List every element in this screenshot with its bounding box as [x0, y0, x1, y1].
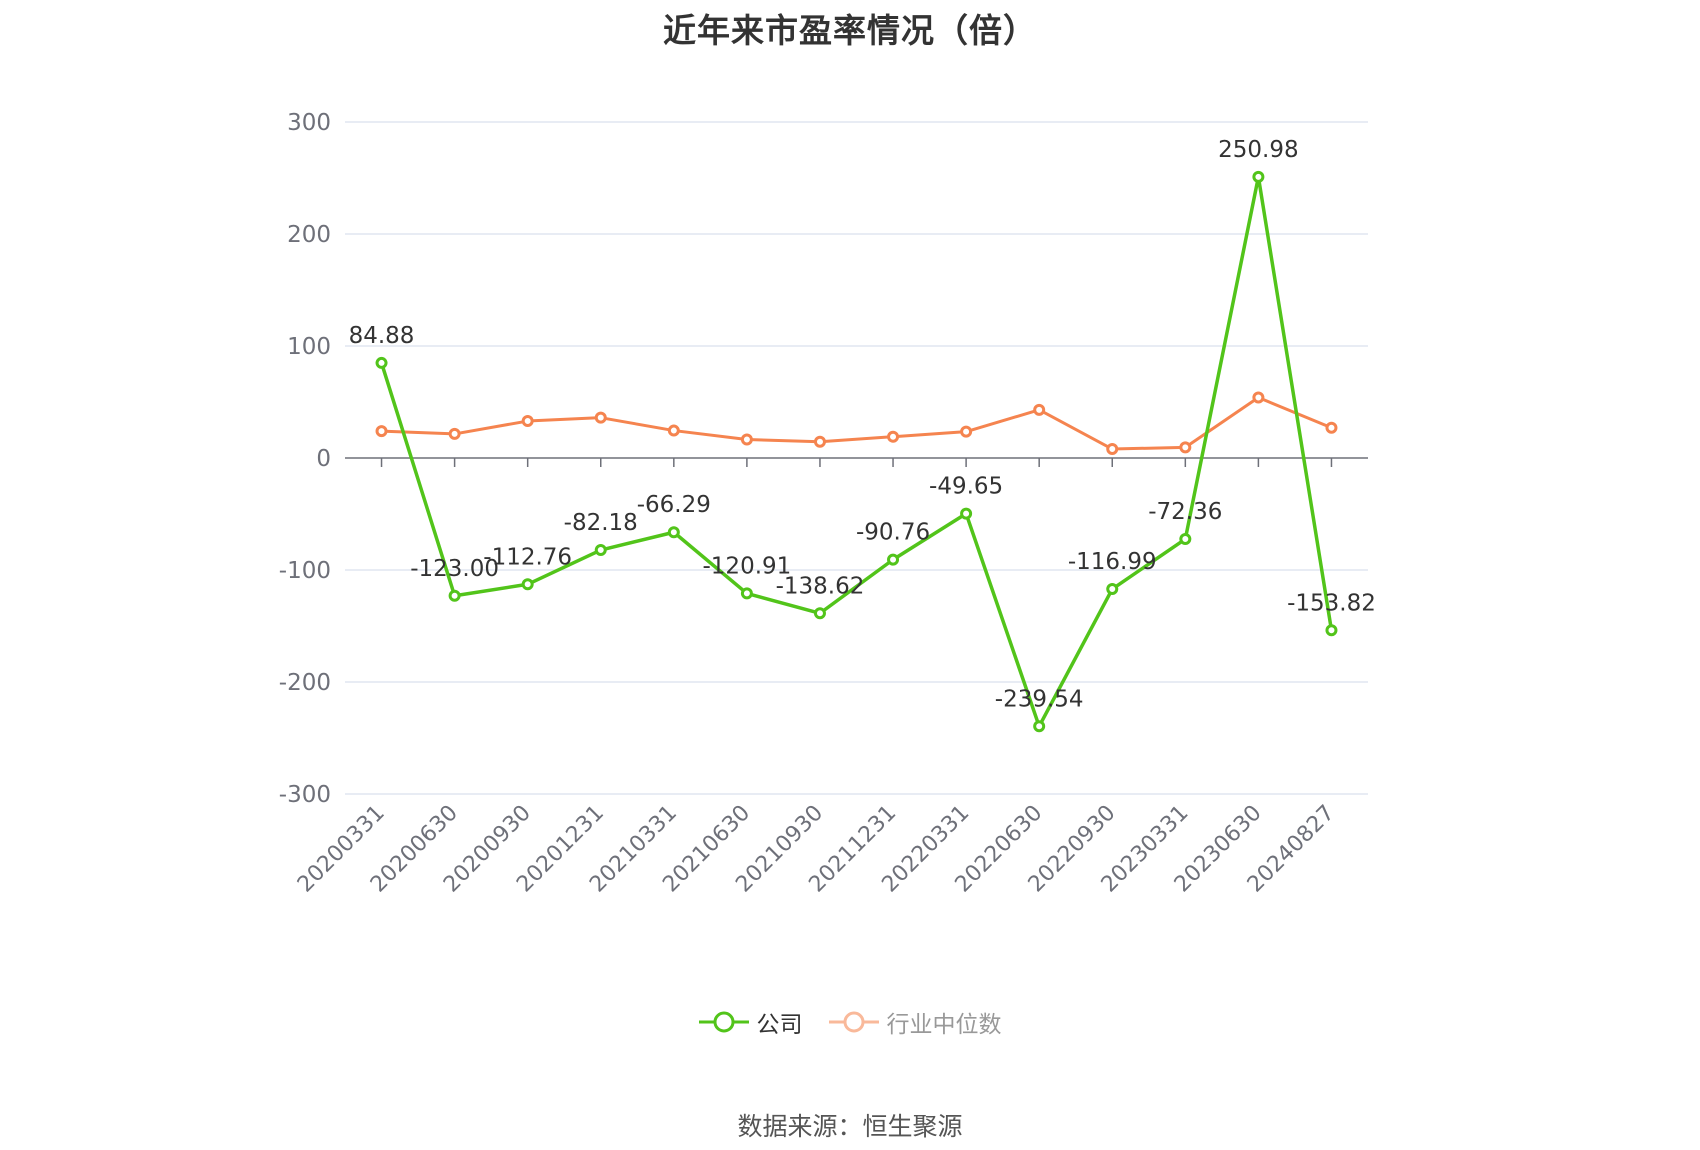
company-data-label: -82.18: [564, 510, 638, 536]
industry-median-data-point[interactable]: [960, 425, 973, 438]
y-tick-label: 0: [316, 446, 331, 472]
industry-median-data-point[interactable]: [1179, 441, 1192, 454]
company-data-point[interactable]: [1325, 624, 1338, 637]
legend-label-company: 公司: [756, 1012, 803, 1038]
industry-median-data-point[interactable]: [1106, 443, 1119, 456]
y-tick-label: -100: [279, 558, 331, 584]
source-note: 数据来源：恒生聚源: [737, 1112, 963, 1141]
company-data-label: -90.76: [856, 520, 930, 546]
company-data-point[interactable]: [1033, 720, 1046, 733]
y-tick-label: -300: [279, 782, 331, 808]
legend: 公司 行业中位数: [0, 1005, 1700, 1039]
legend-industry-icon: [828, 1011, 879, 1033]
industry-median-data-point[interactable]: [667, 424, 680, 437]
company-data-point[interactable]: [448, 589, 461, 602]
legend-item-industry-median[interactable]: 行业中位数: [828, 1005, 1002, 1039]
company-data-point[interactable]: [887, 553, 900, 566]
industry-median-data-point[interactable]: [887, 430, 900, 443]
company-data-label: -153.82: [1287, 590, 1376, 616]
legend-label-industry-median: 行业中位数: [886, 1012, 1002, 1038]
company-data-label: -66.29: [637, 492, 711, 518]
y-tick-label: 200: [287, 222, 331, 248]
company-data-point[interactable]: [521, 578, 534, 591]
company-series-line: [379, 175, 1334, 729]
industry-median-data-point[interactable]: [740, 433, 753, 446]
industry-median-data-point[interactable]: [594, 411, 607, 424]
company-data-label: 84.88: [349, 323, 415, 349]
industry-median-data-point[interactable]: [448, 427, 461, 440]
company-data-point[interactable]: [1106, 583, 1119, 596]
company-data-point[interactable]: [375, 356, 388, 369]
company-data-label: -49.65: [929, 474, 1003, 500]
company-data-point[interactable]: [594, 544, 607, 557]
industry-median-data-point[interactable]: [1033, 403, 1046, 416]
y-tick-label: 300: [287, 110, 331, 136]
company-data-label: -239.54: [995, 686, 1084, 712]
y-tick-label: 100: [287, 334, 331, 360]
series-lines: [375, 170, 1338, 733]
company-data-label: -138.62: [776, 573, 865, 599]
gridlines: [345, 121, 1368, 795]
company-data-point[interactable]: [667, 526, 680, 539]
company-data-point[interactable]: [813, 607, 826, 620]
company-data-point[interactable]: [960, 507, 973, 520]
industry-median-data-point[interactable]: [1325, 421, 1338, 434]
industry-median-data-point[interactable]: [375, 425, 388, 438]
industry-median-data-point[interactable]: [813, 435, 826, 448]
axes: 3002001000-100-200-300202003312020063020…: [279, 110, 1368, 897]
company-data-label: -116.99: [1068, 549, 1157, 575]
company-data-label: -123.00: [410, 556, 499, 582]
company-data-label: -112.76: [483, 544, 572, 570]
industry-median-series-line: [381, 396, 1333, 451]
company-data-point[interactable]: [740, 587, 753, 600]
company-data-label: -72.36: [1148, 499, 1222, 525]
company-data-label: -120.91: [703, 553, 792, 579]
data-labels: 84.88-123.00-112.76-82.18-66.29-120.91-1…: [349, 137, 1376, 712]
y-tick-label: -200: [279, 670, 331, 696]
company-data-point[interactable]: [1252, 170, 1265, 183]
industry-median-data-point[interactable]: [1252, 391, 1265, 404]
industry-median-data-point[interactable]: [521, 415, 534, 428]
company-data-label: 250.98: [1218, 137, 1298, 163]
company-data-point[interactable]: [1179, 533, 1192, 546]
legend-item-company[interactable]: 公司: [698, 1005, 803, 1039]
legend-company-icon: [698, 1011, 749, 1033]
chart-title: 近年来市盈率情况（倍）: [663, 11, 1037, 50]
